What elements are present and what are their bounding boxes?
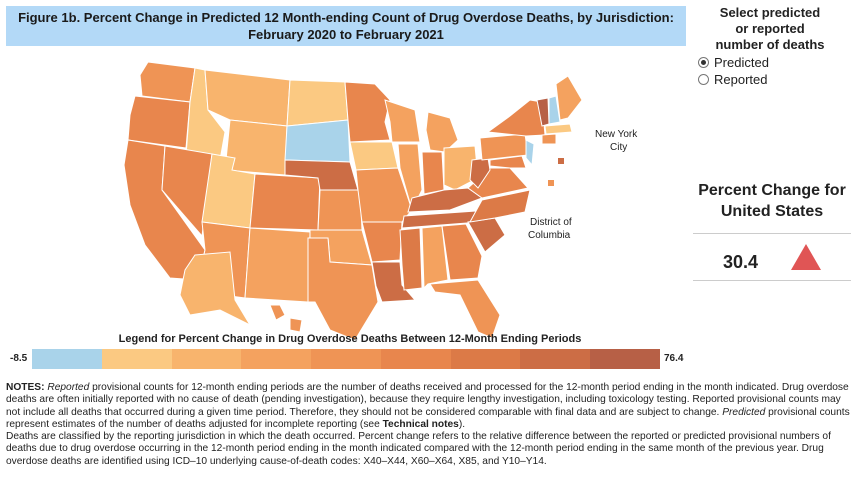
state-wisconsin[interactable] [384,99,421,143]
state-florida[interactable] [429,279,501,339]
dc-label-line2: Columbia [528,230,571,241]
state-indiana[interactable] [421,151,445,195]
state-kansas[interactable] [317,189,363,231]
legend-min: -8.5 [10,353,28,364]
legend-max: 76.4 [664,353,684,364]
state-alabama[interactable] [421,225,449,290]
figure-title-line1: Figure 1b. Percent Change in Predicted 1… [18,10,674,25]
state-new-york[interactable] [486,99,546,137]
state-north-carolina[interactable] [469,189,531,223]
radio-reported[interactable]: Reported [698,72,850,87]
state-texas[interactable] [295,237,379,340]
state-michigan[interactable] [425,111,459,153]
state-hawaii[interactable] [269,304,286,321]
selector-header-line2: or reported [735,21,805,36]
selector-header-line3: number of deaths [715,37,825,52]
measure-selector: Select predicted or reported number of d… [690,5,850,87]
nyc-label-line2: City [610,142,627,153]
us-choropleth-map: New York City District of Columbia [123,61,638,340]
notes: NOTES: Reported provisional counts for 1… [6,382,851,468]
legend-color-bar [32,349,661,369]
state-washington[interactable] [139,61,196,103]
state-connecticut[interactable] [541,133,557,145]
state-mississippi[interactable] [399,227,423,291]
legend-swatch [450,349,521,369]
legend-swatch [311,349,381,369]
us-percent-change-title: Percent Change for United States [693,180,851,222]
notes-text-c: ). [458,418,466,430]
us-title-line1: Percent Change for [698,182,846,199]
state-colorado[interactable] [249,173,321,231]
state-oregon[interactable] [127,95,191,149]
nyc-label-line1: New York [595,129,638,140]
notes-label: NOTES: [6,382,45,393]
legend-swatch [101,349,172,369]
nyc-marker[interactable] [558,158,564,164]
notes-paragraph-2: Deaths are classified by the reporting j… [6,431,831,467]
dc-marker[interactable] [548,180,554,186]
legend-title: Legend for Percent Change in Drug Overdo… [118,333,582,345]
state-maryland[interactable] [489,155,527,169]
radio-predicted-button[interactable] [698,57,709,68]
legend-swatch [380,349,451,369]
state-minnesota[interactable] [344,81,391,143]
figure-title: Figure 1b. Percent Change in Predicted 1… [6,6,686,46]
state-new-mexico[interactable] [244,227,311,303]
state-maine[interactable] [555,75,583,121]
state-wyoming[interactable] [224,119,288,176]
state-georgia[interactable] [441,223,483,281]
state-new-jersey[interactable] [525,139,535,167]
legend-swatch [590,349,661,369]
state-new-hampshire[interactable] [548,95,561,125]
figure-title-line2: February 2020 to February 2021 [248,27,444,42]
notes-paragraph-1: NOTES: Reported provisional counts for 1… [6,382,851,431]
notes-text-b: provisional counts represent estimates o… [6,406,850,430]
state-ohio[interactable] [443,145,479,191]
radio-predicted-label: Predicted [714,55,769,70]
state-hawaii-island[interactable] [289,317,303,333]
triangle-up-icon [791,244,821,270]
dc-label-line1: District of [530,217,572,228]
notes-em-reported: Reported [47,382,90,393]
legend-swatch [520,349,591,369]
state-nevada[interactable] [161,145,213,238]
state-montana[interactable] [204,69,291,127]
radio-predicted[interactable]: Predicted [698,55,850,70]
state-arkansas[interactable] [361,221,403,263]
us-percent-change-value: 30.4 [723,252,759,272]
state-north-dakota[interactable] [286,79,349,127]
notes-text-a: provisional counts for 12-month ending p… [6,382,849,418]
state-south-dakota[interactable] [284,119,351,163]
state-iowa[interactable] [349,141,399,171]
notes-em-predicted: Predicted [722,406,766,418]
radio-reported-button[interactable] [698,74,709,85]
us-title-line2: United States [720,203,824,220]
technical-notes-link[interactable]: Technical notes [382,418,459,430]
legend-swatch [241,349,312,369]
us-percent-change-box: 30.4 [693,233,851,281]
legend-swatch [32,349,102,369]
state-alaska[interactable] [179,251,252,327]
state-massachusetts[interactable] [544,123,573,135]
legend-swatch [171,349,242,369]
radio-reported-label: Reported [714,72,768,87]
selector-header-line1: Select predicted [719,5,821,20]
state-louisiana[interactable] [371,261,417,303]
